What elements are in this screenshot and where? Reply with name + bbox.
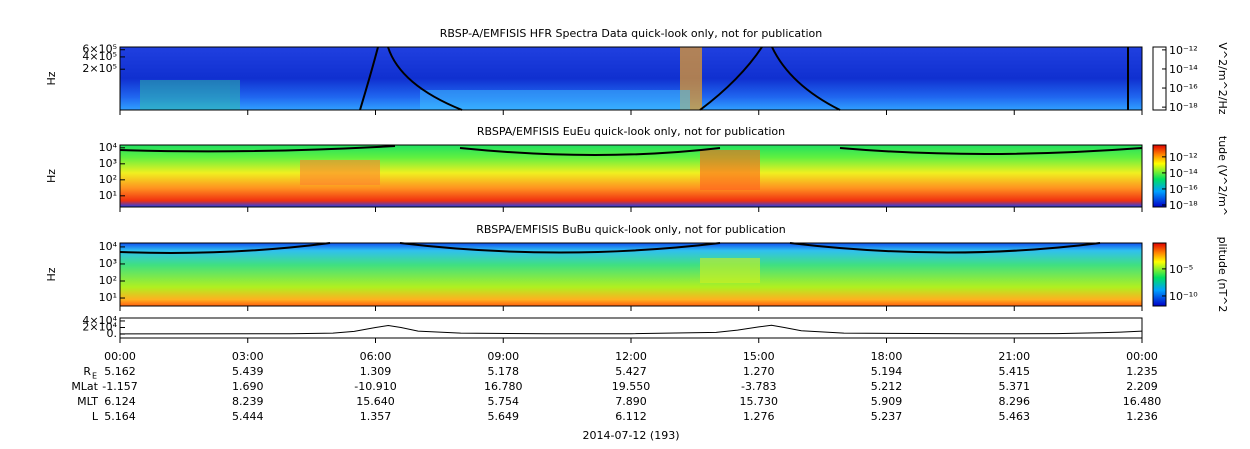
ephemeris-value: 15.640 bbox=[356, 395, 395, 408]
panel-frame bbox=[119, 46, 1143, 111]
y-tick-label: 6×10⁵ bbox=[82, 43, 117, 56]
ephemeris-value: 15.730 bbox=[740, 395, 779, 408]
ephemeris-value: 5.649 bbox=[488, 410, 520, 423]
x-tick-label: 06:00 bbox=[360, 350, 392, 363]
y-tick-label: 10¹ bbox=[99, 189, 117, 202]
ephemeris-label: MLT bbox=[77, 395, 98, 408]
ephemeris-value: 5.444 bbox=[232, 410, 264, 423]
ephemeris-value: 2.209 bbox=[1126, 380, 1158, 393]
line bbox=[119, 324, 1143, 335]
ephemeris-value: -10.910 bbox=[354, 380, 396, 393]
ephemeris-label: L bbox=[92, 410, 99, 423]
colorbar-label: tude (V^2/m^ bbox=[1216, 136, 1229, 216]
y-axis-label: Hz bbox=[45, 169, 58, 183]
ephemeris-value: 1.357 bbox=[360, 410, 392, 423]
x-axis-label: 2014-07-12 (193) bbox=[582, 429, 679, 442]
ephemeris-value: 16.780 bbox=[484, 380, 523, 393]
x-tick-label: 12:00 bbox=[615, 350, 647, 363]
panel-frame bbox=[119, 317, 1143, 339]
ephemeris-value: 6.124 bbox=[104, 395, 136, 408]
ephemeris-value: 5.194 bbox=[871, 365, 903, 378]
colorbar-frame bbox=[1152, 144, 1167, 208]
ephemeris-value: 5.754 bbox=[488, 395, 520, 408]
colorbar-frame bbox=[1152, 46, 1167, 111]
ephemeris-value: -1.157 bbox=[102, 380, 137, 393]
colorbar-label: V^2/m^2/Hz bbox=[1216, 42, 1229, 114]
y-tick-label: 10² bbox=[99, 173, 117, 186]
ephemeris-value: 5.427 bbox=[615, 365, 647, 378]
ephemeris-value: 19.550 bbox=[612, 380, 651, 393]
x-tick-label: 03:00 bbox=[232, 350, 264, 363]
ephemeris-value: 1.309 bbox=[360, 365, 392, 378]
y-tick-label: 10¹ bbox=[99, 291, 117, 304]
ephemeris-value: 5.439 bbox=[232, 365, 264, 378]
colorbar-tick-label: 10⁻¹⁶ bbox=[1169, 82, 1198, 95]
colorbar-tick-label: 10⁻¹⁸ bbox=[1169, 199, 1198, 212]
x-tick-label: 21:00 bbox=[998, 350, 1030, 363]
ephemeris-value: 5.237 bbox=[871, 410, 903, 423]
ephemeris-value: 1.270 bbox=[743, 365, 775, 378]
y-tick-label: 10³ bbox=[99, 257, 117, 270]
ephemeris-value: 5.415 bbox=[999, 365, 1031, 378]
y-tick-label: 10³ bbox=[99, 157, 117, 170]
ephemeris-value: 5.909 bbox=[871, 395, 903, 408]
colorbar-frame bbox=[1152, 242, 1167, 307]
ephemeris-label-subscript: E bbox=[92, 372, 97, 381]
colorbar-tick-label: 10⁻¹² bbox=[1169, 151, 1198, 164]
y-tick-label: 10² bbox=[99, 274, 117, 287]
x-tick-label: 09:00 bbox=[487, 350, 519, 363]
ephemeris-value: 6.112 bbox=[615, 410, 647, 423]
spectrogram-image bbox=[119, 46, 1143, 306]
ephemeris-value: -3.783 bbox=[741, 380, 776, 393]
y-tick-label: 10⁴ bbox=[99, 141, 118, 154]
ephemeris-value: 5.463 bbox=[999, 410, 1031, 423]
ephemeris-value: 1.276 bbox=[743, 410, 775, 423]
panel-title: RBSPA/EMFISIS EuEu quick-look only, not … bbox=[477, 125, 785, 138]
colorbar-tick-label: 10⁻¹⁰ bbox=[1169, 290, 1198, 303]
ephemeris-value: 1.236 bbox=[1126, 410, 1158, 423]
colorbar-tick-label: 10⁻¹⁴ bbox=[1169, 63, 1198, 76]
x-tick-label: 18:00 bbox=[871, 350, 903, 363]
colorbars bbox=[1152, 46, 1167, 306]
y-axis-label: Hz bbox=[45, 71, 58, 85]
ephemeris-value: 1.690 bbox=[232, 380, 264, 393]
panel-title: RBSPA/EMFISIS BuBu quick-look only, not … bbox=[476, 223, 786, 236]
y-axis-label: Hz bbox=[45, 267, 58, 281]
panel-frame bbox=[119, 144, 1143, 208]
ephemeris-value: 5.212 bbox=[871, 380, 903, 393]
colorbar-tick-label: 10⁻⁵ bbox=[1169, 263, 1193, 276]
x-tick-label: 00:00 bbox=[104, 350, 136, 363]
ephemeris-value: 8.239 bbox=[232, 395, 264, 408]
y-tick-label: 0. bbox=[107, 327, 118, 340]
ephemeris-value: 1.235 bbox=[1126, 365, 1158, 378]
y-tick-label: 2×10⁵ bbox=[82, 62, 117, 75]
x-tick-label: 15:00 bbox=[743, 350, 775, 363]
ephemeris-value: 5.178 bbox=[488, 365, 520, 378]
y-tick-label: 4×10⁴ bbox=[82, 314, 117, 327]
ephemeris-value: 7.890 bbox=[615, 395, 647, 408]
colorbar-tick-label: 10⁻¹² bbox=[1169, 44, 1198, 57]
ephemeris-value: 5.162 bbox=[104, 365, 136, 378]
y-tick-label: 2×10⁴ bbox=[82, 321, 117, 334]
colorbar-label: plitude (nT^2 bbox=[1216, 237, 1229, 313]
ephemeris-value: 16.480 bbox=[1123, 395, 1162, 408]
panel-frame bbox=[119, 242, 1143, 307]
ephemeris-label: R bbox=[83, 365, 91, 378]
colorbar-tick-label: 10⁻¹⁴ bbox=[1169, 167, 1198, 180]
y-tick-label: 10⁴ bbox=[99, 240, 118, 253]
ephemeris-value: 8.296 bbox=[999, 395, 1031, 408]
colorbar-tick-label: 10⁻¹⁶ bbox=[1169, 183, 1198, 196]
ephemeris-value: 5.164 bbox=[104, 410, 136, 423]
y-tick-label: 4×10⁵ bbox=[82, 50, 117, 63]
x-tick-label: 00:00 bbox=[1126, 350, 1158, 363]
colorbar-tick-label: 10⁻¹⁸ bbox=[1169, 101, 1198, 114]
ephemeris-label: MLat bbox=[71, 380, 98, 393]
panel-title: RBSP-A/EMFISIS HFR Spectra Data quick-lo… bbox=[440, 27, 823, 40]
ephemeris-value: 5.371 bbox=[999, 380, 1031, 393]
